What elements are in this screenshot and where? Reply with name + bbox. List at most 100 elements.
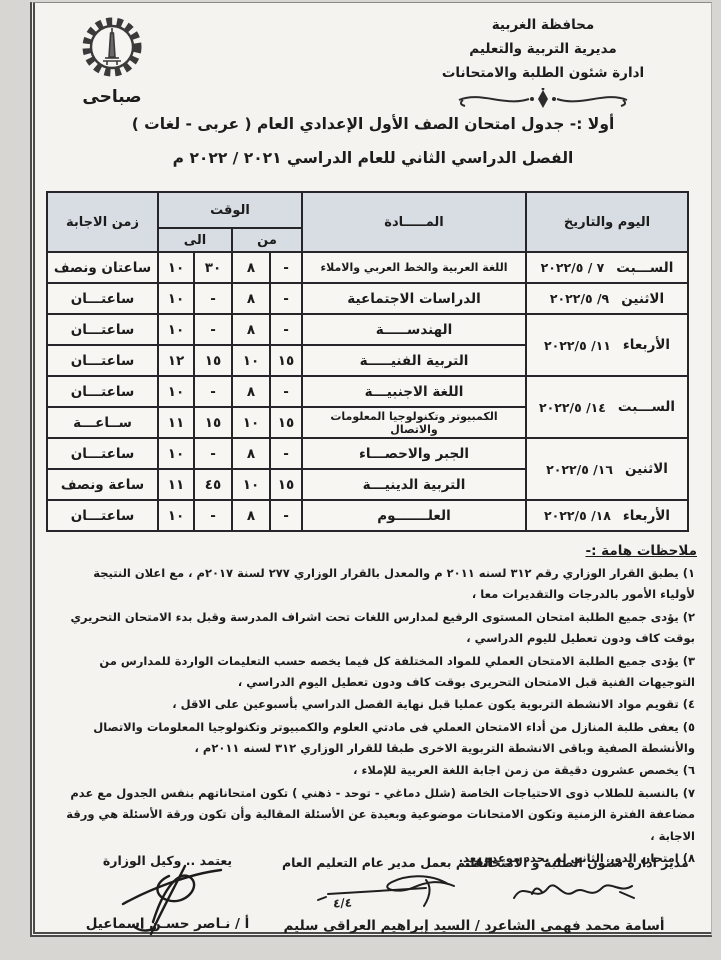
schedule-title-line2: الفصل الدراسي الثاني للعام الدراسي ٢٠٢١ …: [172, 149, 574, 167]
signature-title: القائم بعمل مدير عام التعليم العام: [281, 855, 494, 870]
time-to-hour-cell: ١١: [156, 406, 196, 439]
exam-table-row: التربية الفنيـــــة ١٥ ١٠ ١٥ ١٢ ساعتـــان: [46, 344, 688, 377]
schedule-title-line1: أولا :- جدول امتحان الصف الأول الإعدادي …: [131, 115, 615, 133]
time-to-hour-cell: ١٠: [156, 375, 196, 408]
day-date-cell: الأربعاء ٢٠٢٢/٥ /١٨: [525, 499, 690, 532]
time-to-hour-cell: ١٠: [156, 313, 196, 346]
exam-date: ٢٠٢٢/٥ /١٤: [539, 399, 606, 415]
time-to-hour-cell: ١١: [156, 468, 196, 501]
time-from-hour-cell: ٨: [231, 282, 272, 315]
time-from-hour-cell: ٨: [231, 375, 272, 408]
exam-date: ٢٠٢٢/٥ /٩: [549, 291, 610, 306]
time-from-minutes-cell: -: [269, 375, 304, 408]
governorate-emblem-icon: [79, 17, 145, 85]
subject-cell: اللغة العربية والخط العربي والاملاء: [301, 251, 528, 284]
note-item: ١) يطبق القرار الوزاري رقم ٣١٢ لسنه ٢٠١١…: [93, 566, 695, 602]
exam-date: ٢٠٢٢/٥ /١١: [544, 337, 611, 353]
signature-name: أسامة محمد فهمى الشاعر: [489, 918, 665, 934]
subject-cell: الكمبيوتر وتكنولوجيا المعلومات والاتصال: [301, 406, 528, 439]
org-line-administration: ادارة شئون الطلبة والامتحانات: [441, 65, 645, 81]
time-from-hour-cell: ٨: [231, 251, 272, 284]
signature-block-general-education-director: القائم بعمل مدير عام التعليم العام ٤/٤ د…: [275, 855, 500, 934]
time-to-minutes-cell: ١٥: [193, 344, 234, 377]
org-line-governorate: محافظة الغربية: [491, 17, 595, 33]
time-from-minutes-cell: -: [269, 313, 304, 346]
day-date-cell: الأربعاء ٢٠٢٢/٥ /١١: [525, 313, 690, 377]
ornament-divider-icon: [403, 87, 683, 114]
day-name: الأربعاء: [622, 337, 671, 353]
time-to-hour-cell: ١٠: [156, 251, 196, 284]
note-item: ٣) يؤدى جميع الطلبة الامتحان العملي للمو…: [99, 653, 695, 689]
subject-cell: اللغة الاجنبيـــة: [301, 375, 528, 408]
time-to-hour-cell: ١٠: [156, 437, 196, 470]
answer-duration-cell: ساعتـــان: [46, 375, 159, 408]
exam-table-row: الســـبت ٢٠٢٢/٥ / ٧ اللغة العربية والخط ال…: [46, 251, 690, 284]
time-to-hour-cell: ١٠: [156, 282, 196, 315]
notes-list: ١) يطبق القرار الوزاري رقم ٣١٢ لسنه ٢٠١١…: [57, 563, 695, 870]
answer-duration-cell: ساعة ونصف: [46, 468, 159, 501]
day-name: الأربعاء: [622, 507, 671, 524]
time-from-minutes-cell: -: [269, 251, 304, 284]
subject-cell: التربية الدينيـــة: [301, 468, 528, 501]
note-item: ٥) يعفى طلبة المنازل من أداء الامتحان ال…: [93, 719, 695, 755]
time-to-minutes-cell: -: [193, 375, 234, 408]
note-item: ٤) تقويم مواد الانشطة التربوية يكون عملي…: [172, 697, 695, 712]
subject-cell: العلـــــــوم: [301, 499, 528, 532]
scanned-exam-schedule-page: محافظة الغربية مديرية التربية والتعليم ا…: [30, 2, 712, 937]
time-from-hour-cell: ٨: [231, 437, 272, 470]
time-from-hour-cell: ٨: [231, 313, 272, 346]
time-from-minutes-cell: -: [269, 282, 304, 315]
day-name: الاثنين: [621, 290, 665, 307]
time-to-minutes-cell: -: [193, 313, 234, 346]
exam-table-row: الكمبيوتر وتكنولوجيا المعلومات والاتصال ١…: [46, 406, 688, 439]
answer-duration-cell: ساعتـــان: [46, 282, 159, 315]
exam-table-row: التربية الدينيـــة ١٥ ١٠ ٤٥ ١١ ساعة ونصف: [46, 468, 688, 501]
col-header-day-date: اليوم والتاريخ: [525, 191, 690, 253]
signature-name: أ / نـاصر حسـن إسماعيل: [85, 916, 250, 932]
exam-table-row: الاثنين ٢٠٢٢/٥ /٩ الدراسات الاجتماعية -٨-١٠…: [46, 282, 690, 315]
time-to-minutes-cell: ١٥: [193, 406, 234, 439]
org-line-directorate: مديرية التربية والتعليم: [469, 41, 617, 57]
col-header-duration: زمن الاجابة: [46, 191, 159, 253]
handwritten-signature-icon: [93, 860, 243, 944]
time-from-minutes-cell: ١٥: [269, 344, 304, 377]
day-date-cell: الاثنين ٢٠٢٢/٥ /١٦: [525, 437, 690, 501]
exam-date: ٢٠٢٢/٥ /١٦: [546, 461, 613, 477]
day-date-cell: الســـبت ٢٠٢٢/٥ /١٤: [525, 375, 690, 439]
col-header-subject: المـــــادة: [301, 191, 528, 253]
notes-title: ملاحظات هامة :-: [585, 543, 697, 559]
signature-block-undersecretary: يعتمد .. وكيل الوزارة أ / نـاصر حسـن إسم…: [65, 853, 270, 936]
time-from-hour-cell: ١٠: [231, 406, 272, 439]
handwritten-signature-icon: [502, 870, 652, 918]
col-header-time-to: الى: [156, 227, 234, 253]
day-date-cell: الســـبت ٢٠٢٢/٥ / ٧: [525, 251, 690, 284]
answer-duration-cell: ســاعـــة: [46, 406, 159, 439]
subject-cell: التربية الفنيـــــة: [301, 344, 528, 377]
signature-title: يعتمد .. وكيل الوزارة: [102, 853, 233, 868]
time-from-minutes-cell: -: [269, 437, 304, 470]
day-name: الســـبت: [617, 399, 676, 415]
time-from-hour-cell: ١٠: [231, 468, 272, 501]
answer-duration-cell: ساعتـــان: [46, 499, 159, 532]
letterhead-logo-block: صباحى: [57, 15, 167, 107]
signature-block-exams-director: مدير ادارة شئون الطلبة و الامتحانات أسام…: [459, 855, 695, 934]
answer-duration-cell: ساعتـــان: [46, 313, 159, 346]
day-name: الســـبت: [616, 259, 674, 276]
signature-name: د / السيد إبراهيم العراقى سليم: [283, 918, 492, 934]
time-to-minutes-cell: ٤٥: [193, 468, 234, 501]
shift-label: صباحى: [82, 87, 142, 107]
answer-duration-cell: ساعتان ونصف: [46, 251, 159, 284]
time-to-minutes-cell: -: [193, 437, 234, 470]
exam-table-row: الأربعاء ٢٠٢٢/٥ /١١ الهندســـــة -٨-١٠ ساعتـ…: [46, 313, 690, 377]
subject-cell: الجبر والاحصـــاء: [301, 437, 528, 470]
note-item: ٦) يخصص عشرون دقيقة من زمن اجابة اللغة ا…: [353, 763, 695, 778]
time-from-minutes-cell: ١٥: [269, 406, 304, 439]
note-item: ٢) يؤدى جميع الطلبة امتحان المستوى الرفي…: [70, 609, 695, 646]
subject-cell: الهندســـــة: [301, 313, 528, 346]
note-item: ٧) بالنسبة للطلاب ذوى الاحتياجات الخاصة …: [66, 785, 695, 843]
exam-table-row: الســـبت ٢٠٢٢/٥ /١٤ اللغة الاجنبيـــة -٨-١٠…: [46, 375, 690, 439]
exam-table-row: الأربعاء ٢٠٢٢/٥ /١٨ العلـــــــوم -٨-١٠ ساعت…: [46, 499, 690, 532]
handwritten-signature-icon: [308, 870, 468, 918]
time-to-minutes-cell: -: [193, 282, 234, 315]
time-from-minutes-cell: -: [269, 499, 304, 532]
